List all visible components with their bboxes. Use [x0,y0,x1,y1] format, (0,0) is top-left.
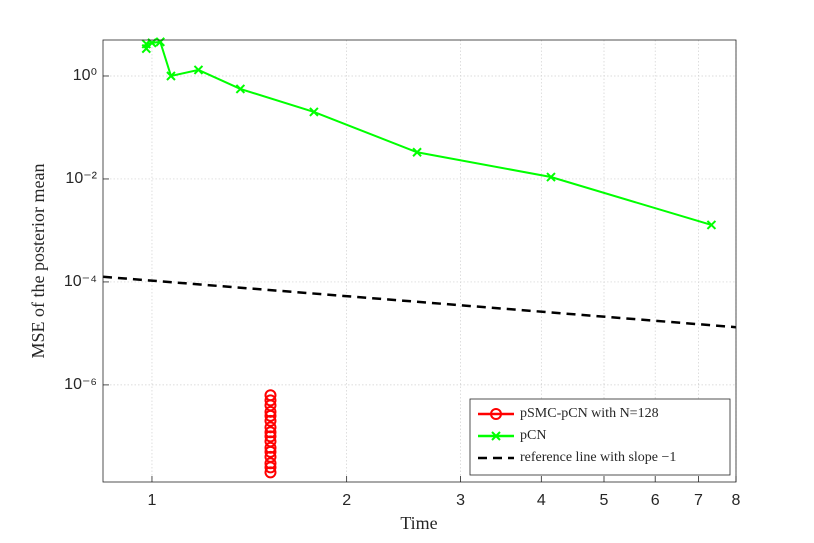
marker [412,147,422,157]
marker [264,414,277,427]
marker [264,430,277,443]
marker [155,37,165,47]
x-tick-label: 6 [651,492,660,509]
marker [264,466,277,479]
x-tick-label: 3 [456,492,465,509]
marker [264,445,277,458]
x-tick-label: 8 [732,492,741,509]
x-tick-label: 7 [694,492,703,509]
y-tick-label: 10⁻⁴ [64,273,97,290]
marker [235,84,246,94]
x-axis-label: Time [400,513,437,533]
legend: pSMC-pCN with N=128 pCN reference line wit… [469,398,731,476]
marker [264,409,277,422]
y-tick-label: 10⁻² [65,170,97,187]
marker [490,408,502,420]
y-tick-label: 10⁰ [73,67,97,84]
marker [706,220,717,230]
plot [102,37,737,479]
x-tick-label: 1 [148,492,157,509]
legend-label: reference line with slope −1 [520,450,676,465]
marker [491,431,501,441]
legend-label: pSMC-pCN with N=128 [520,406,659,421]
legend-label: pCN [520,428,546,443]
x-tick-label: 5 [600,492,609,509]
marker [166,71,176,81]
marker [264,394,277,407]
marker [546,172,556,182]
marker [309,107,319,117]
y-axis-label: MSE of the posterior mean [28,164,48,359]
x-tick-label: 2 [342,492,351,509]
marker [264,461,277,474]
series-line [102,275,737,329]
marker [193,65,204,75]
x-tick-label: 4 [537,492,546,509]
y-tick-label: 10⁻⁶ [64,376,97,393]
axes-box [102,39,737,483]
